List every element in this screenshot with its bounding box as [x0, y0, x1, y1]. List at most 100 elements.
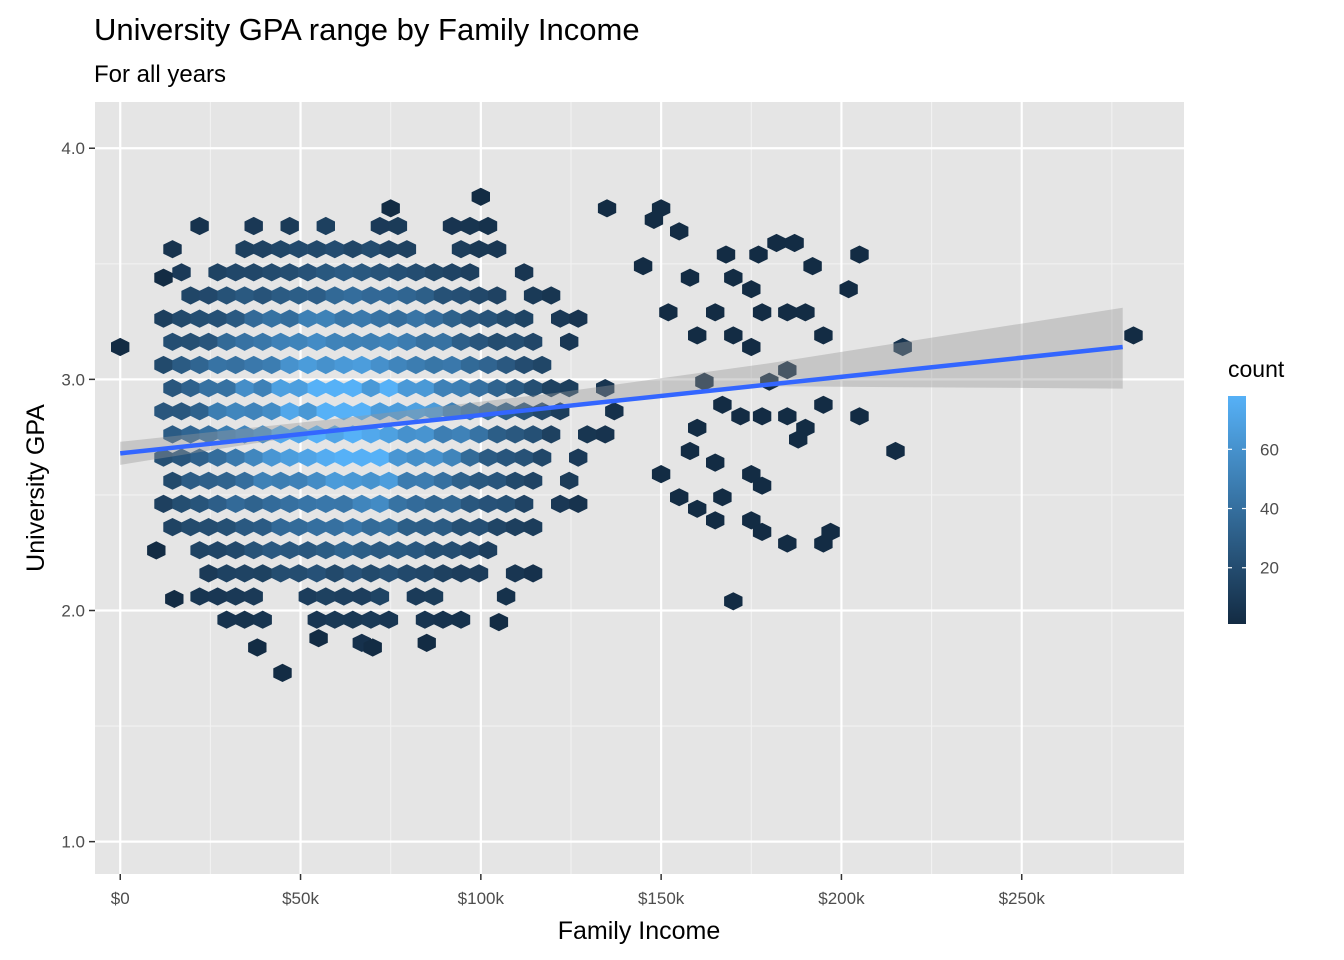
hexbin-cell — [451, 518, 471, 537]
x-tick-label: $100k — [458, 889, 505, 908]
hexbin-cell — [379, 564, 399, 583]
hexbin-cell — [706, 303, 725, 322]
hexbin-cell — [379, 471, 399, 490]
hexbin-cell — [742, 465, 761, 484]
hexbin-cell — [235, 471, 254, 490]
hexbin-cell — [343, 379, 362, 398]
hexbin-cell — [651, 465, 671, 484]
hexbin-cell — [814, 395, 833, 414]
hexbin-cell — [778, 407, 797, 426]
hexbin-cell — [542, 286, 561, 305]
hexbin-cell — [433, 379, 453, 398]
hexbin-cell — [208, 587, 227, 606]
hexbin-cell — [334, 587, 353, 606]
hexbin-cell — [596, 379, 615, 398]
hexbin-cell — [496, 355, 516, 375]
hexbin-cell — [451, 332, 471, 351]
hexbin-cell — [433, 286, 453, 305]
hexbin-cell — [415, 379, 435, 398]
hexbin-cell — [724, 592, 743, 611]
hexbin-cell — [460, 541, 480, 560]
hexbin-cell — [451, 286, 471, 305]
hexbin-cell — [325, 518, 344, 537]
y-axis-title: University GPA — [22, 404, 50, 572]
hexbin-cell — [469, 332, 489, 351]
hexbin-cell — [343, 332, 362, 351]
hexbin-cell — [226, 541, 245, 560]
hexbin-cell — [316, 309, 335, 328]
hexbin-cell — [154, 448, 173, 467]
hexbin-cell — [217, 425, 236, 444]
hexbin-cell — [523, 332, 543, 351]
hexbin-cell — [569, 448, 588, 467]
hexbin-cell — [370, 494, 390, 513]
hexbin-cell — [172, 263, 191, 282]
hexbin-cell — [706, 453, 725, 472]
hexbin-cell — [244, 216, 263, 236]
hexbin-cell — [253, 471, 272, 490]
hexbin-cell — [523, 286, 543, 305]
legend: count 20 40 60 — [1228, 356, 1285, 624]
regression-line — [120, 344, 1123, 456]
hexbin-cell — [523, 564, 543, 583]
hexbin-cell — [406, 263, 426, 282]
hexbin-cell — [460, 309, 480, 328]
hexbin-cell — [496, 448, 516, 467]
hexbin-cell — [406, 587, 426, 606]
hexbin-cell — [460, 355, 480, 375]
hexbin-cell — [208, 263, 227, 282]
hexbin-cell — [199, 425, 218, 444]
hexbin-cell — [523, 471, 543, 490]
hexbin-cell — [752, 407, 772, 426]
hexbin-cell — [487, 518, 507, 537]
hexbin-cell — [713, 395, 732, 414]
hexbin-cell — [235, 240, 254, 259]
hexbin-cell — [244, 587, 263, 606]
hexbin-cell — [298, 263, 317, 282]
hexbin-cell — [406, 402, 426, 421]
hexbin-cell — [397, 332, 417, 351]
hexbin-cell — [850, 407, 869, 426]
hexbin-cell — [505, 564, 525, 583]
hexbin-cell — [343, 240, 362, 259]
hexbin-cell — [688, 418, 707, 437]
hexbin-cell — [688, 326, 707, 345]
hexbin-cell — [271, 564, 290, 583]
hexbin-cell — [451, 610, 471, 629]
hexbin-cell — [172, 309, 191, 328]
hexbin-cell — [839, 280, 858, 299]
hexbin-cell — [460, 263, 480, 282]
hexbin-cell — [280, 355, 299, 375]
hexbin-cell — [298, 541, 317, 560]
hexbin-cell — [271, 379, 290, 398]
hexbin-cell — [363, 638, 382, 657]
hexbin-cell — [235, 332, 254, 351]
hexbin-cell — [226, 494, 245, 513]
hexbin-cell — [262, 448, 281, 467]
hexbin-cell — [406, 448, 426, 467]
hexbin-cell — [749, 245, 768, 264]
hexbin-cell — [307, 240, 326, 259]
hexbin-cell — [424, 541, 444, 560]
hexbin-cell — [379, 332, 399, 351]
hexbin-cell — [316, 541, 335, 560]
hexbin-cell — [469, 379, 489, 398]
hexbin-cell — [235, 379, 254, 398]
hexbin-cell — [379, 240, 399, 259]
hexbin-cell — [273, 663, 292, 682]
hexbin-cell — [334, 263, 353, 282]
hexbin-cell — [289, 518, 308, 537]
hexbin-cell — [352, 355, 371, 375]
hexbin-cell — [181, 286, 200, 305]
hexbin-cell — [244, 448, 263, 467]
hexbin-cell — [262, 541, 281, 560]
hexbin-cell — [460, 448, 480, 467]
hexbin-cell — [742, 337, 761, 357]
hexbin-cell — [417, 633, 436, 652]
hexbin-cell — [442, 448, 462, 467]
hexbin-cell — [469, 240, 489, 259]
chart-title: University GPA range by Family Income — [94, 12, 640, 47]
hexbin-cell — [471, 187, 490, 206]
hexbin-cell — [334, 355, 353, 375]
hexbin-cell — [325, 286, 344, 305]
